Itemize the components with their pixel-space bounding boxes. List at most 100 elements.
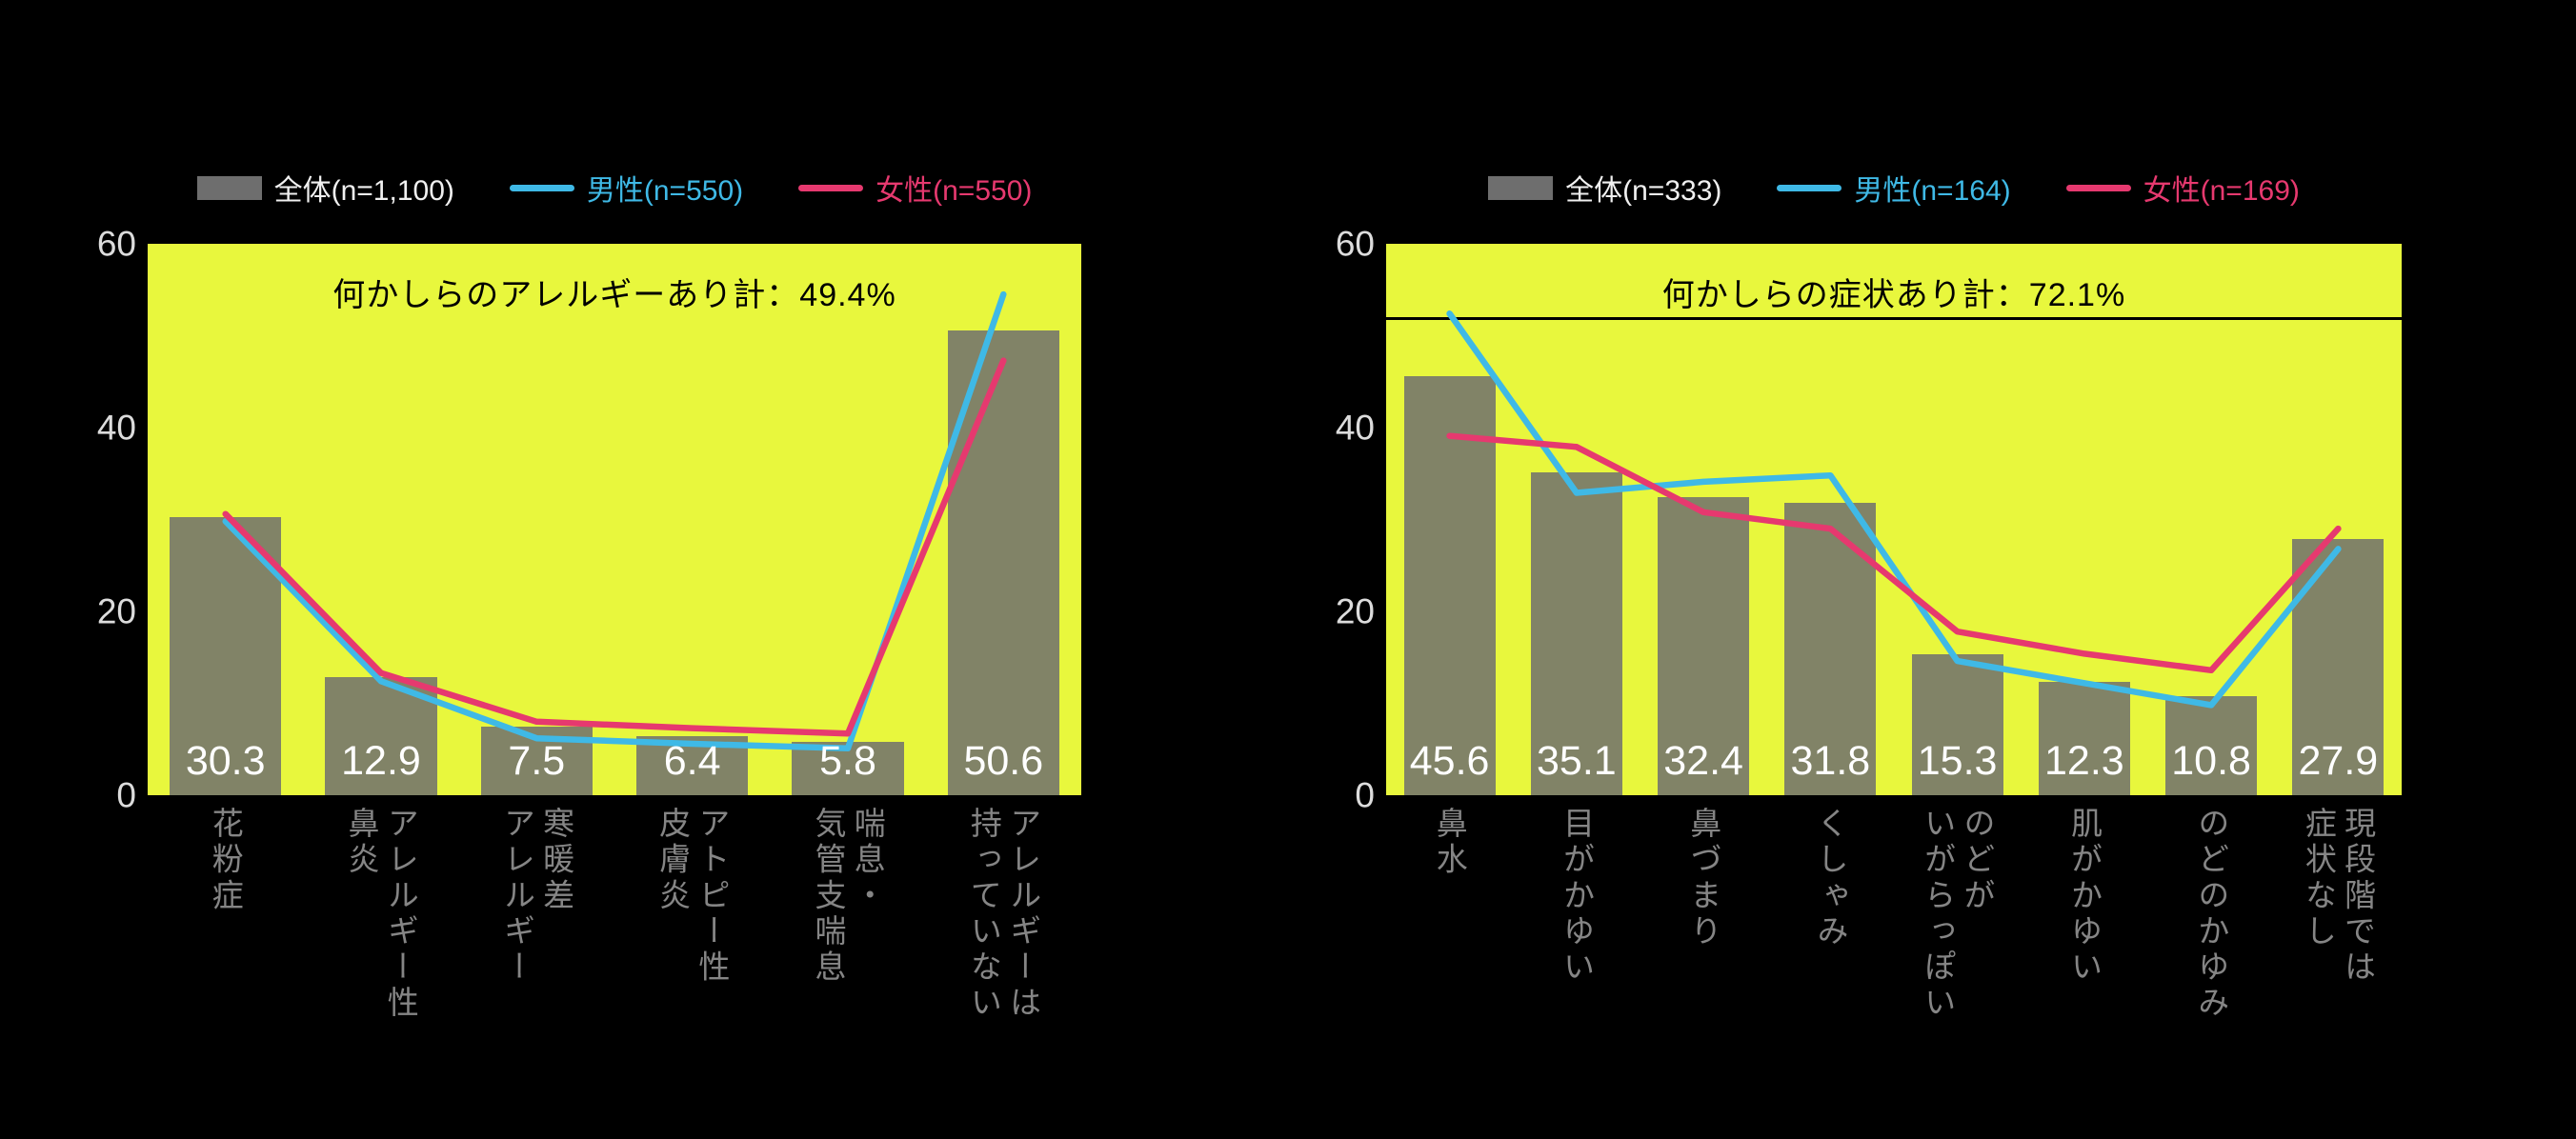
legend-label: 女性(n=550)	[875, 175, 1033, 207]
line-series-0	[1446, 310, 2342, 709]
x-axis-labels: 花粉症 アレルギー性 鼻炎 寒暖差 アレルギー アトピー性 皮膚炎 喘息・ 気管支喘息 アレルギー…	[148, 807, 1081, 1135]
legend-item-0: 全体(n=1,100)	[196, 167, 454, 209]
category-label-text: 目がかゆい	[1557, 807, 1596, 986]
legend-line-swatch	[509, 184, 574, 191]
bar-value-label: 31.8	[1790, 738, 1871, 784]
legend-label: 全体(n=333)	[1565, 175, 1722, 207]
bar-value-label: 6.4	[663, 738, 721, 784]
annotation-underline	[1386, 317, 2402, 321]
bar-labels-layer: 45.6 35.1 32.4 31.8 15.3 12.3 10.8 27.9	[1386, 244, 2402, 795]
category-label-text: アレルギーは 持っていない	[964, 807, 1043, 1022]
category-label-text: くしゃみ	[1811, 807, 1850, 949]
y-tick-label: 20	[1335, 591, 1375, 631]
bar-value-label: 7.5	[508, 738, 566, 784]
category-label-line: 目がかゆい	[1559, 807, 1595, 987]
category-label-line: 花粉症	[208, 807, 244, 914]
category-label-text: 花粉症	[206, 807, 245, 914]
legend-item-2: 女性(n=169)	[2065, 167, 2300, 209]
chart-allergy-types: 全体(n=1,100) 男性(n=550) 女性(n=550) 60 40 20 0 何か…	[52, 0, 1281, 1139]
bar-value-label: 50.6	[963, 738, 1044, 784]
category-label-line: 鼻水	[1432, 807, 1468, 879]
category-label-line: アレルギー性	[383, 807, 419, 1022]
category-label-line: 症状なし	[2301, 807, 2337, 950]
category-label-line: 皮膚炎	[654, 807, 691, 914]
bar	[1658, 497, 1750, 795]
plot-area: 何かしらのアレルギーあり計：49.4% 30.3 12.9 7.5 6.4 5.8 50.…	[148, 244, 1081, 795]
legend-line-swatch	[1777, 184, 1842, 191]
category-label: アトピー性 皮膚炎	[614, 807, 770, 1135]
legend-item-1: 男性(n=550)	[509, 167, 744, 209]
bar-value-label: 10.8	[2171, 738, 2251, 784]
category-label: 現段階では 症状なし	[2275, 807, 2402, 1135]
bar-value-label: 12.9	[341, 738, 421, 784]
y-tick-label: 0	[116, 775, 136, 815]
category-label: アレルギーは 持っていない	[926, 807, 1081, 1135]
category-label: 花粉症	[148, 807, 303, 1135]
category-label-line: のどのかゆみ	[2193, 807, 2229, 1022]
bar-labels-layer: 30.3 12.9 7.5 6.4 5.8 50.6	[148, 244, 1081, 795]
category-label: のどが いがらっぽい	[1894, 807, 2021, 1135]
legend-label: 全体(n=1,100)	[273, 175, 454, 207]
chart-symptoms: 全体(n=333) 男性(n=164) 女性(n=169) 60 40 20 0 何かしら…	[1291, 0, 2520, 1139]
category-label-text: 肌がかゆい	[2064, 807, 2103, 986]
category-label-line: くしゃみ	[1813, 807, 1848, 950]
category-label-line: 寒暖差	[538, 807, 574, 914]
bar	[1911, 654, 2003, 795]
legend: 全体(n=333) 男性(n=164) 女性(n=169)	[1386, 160, 2402, 215]
legend-label: 女性(n=169)	[2143, 175, 2300, 207]
bar-value-label: 12.3	[2044, 738, 2124, 784]
y-tick-label: 60	[96, 224, 136, 264]
category-label-line: 気管支喘息	[810, 807, 846, 987]
lines-layer	[1446, 310, 2342, 709]
category-label: くしゃみ	[1767, 807, 1894, 1135]
plot-area: 何かしらの症状あり計：72.1% 45.6 35.1 32.4 31.8 15.3 12.…	[1386, 244, 2402, 795]
category-label-line: いがらっぽい	[1920, 807, 1956, 1022]
legend-item-0: 全体(n=333)	[1488, 167, 1721, 209]
category-label-text: 喘息・ 気管支喘息	[809, 807, 888, 986]
bar	[2165, 695, 2258, 795]
legend: 全体(n=1,100) 男性(n=550) 女性(n=550)	[148, 160, 1081, 215]
bar	[1530, 472, 1622, 795]
category-label-text: のどのかゆみ	[2192, 807, 2231, 1022]
category-label: 鼻づまり	[1640, 807, 1767, 1135]
bar-value-label: 5.8	[819, 738, 876, 784]
category-label: のどのかゆみ	[2148, 807, 2275, 1135]
category-label-text: 寒暖差 アレルギー	[497, 807, 576, 986]
category-label-text: 鼻水	[1430, 807, 1469, 878]
bar-value-label: 45.6	[1409, 738, 1490, 784]
bar-value-label: 15.3	[1917, 738, 1998, 784]
legend-bar-swatch	[196, 175, 262, 200]
category-label-text: 現段階では 症状なし	[2299, 807, 2378, 986]
category-label: 寒暖差 アレルギー	[459, 807, 614, 1135]
category-label: 目がかゆい	[1513, 807, 1640, 1135]
line-series-1	[1446, 432, 2342, 674]
category-label-text: アトピー性 皮膚炎	[653, 807, 732, 986]
line-series-0	[222, 290, 1007, 752]
y-tick-label: 0	[1355, 775, 1375, 815]
category-label-text: のどが いがらっぽい	[1918, 807, 1997, 1022]
legend-bar-swatch	[1488, 175, 1554, 200]
y-axis: 60 40 20 0	[52, 227, 136, 813]
legend-item-1: 男性(n=164)	[1777, 167, 2011, 209]
category-label: 肌がかゆい	[2021, 807, 2147, 1135]
category-label-line: アトピー性	[694, 807, 730, 987]
legend-label: 男性(n=550)	[586, 175, 744, 207]
category-label: 鼻水	[1386, 807, 1513, 1135]
category-label-line: 鼻づまり	[1685, 807, 1721, 950]
lines-layer	[222, 290, 1007, 752]
y-tick-label: 40	[1335, 408, 1375, 448]
bars-layer	[1386, 244, 2402, 795]
category-label-line: 鼻炎	[343, 807, 379, 879]
bar	[2292, 538, 2385, 795]
category-label-line: 肌がかゆい	[2066, 807, 2103, 987]
bar-value-label: 27.9	[2298, 738, 2379, 784]
x-axis-labels: 鼻水 目がかゆい 鼻づまり くしゃみ のどが いがらっぽい 肌がかゆい のどのかゆみ 現段階では…	[1386, 807, 2402, 1135]
category-label-text: アレルギー性 鼻炎	[342, 807, 421, 1022]
y-tick-label: 60	[1335, 224, 1375, 264]
legend-line-swatch	[798, 184, 864, 191]
category-label-line: 現段階では	[2340, 807, 2376, 987]
bar-value-label: 32.4	[1663, 738, 1743, 784]
bar-value-label: 30.3	[185, 738, 266, 784]
category-label: 喘息・ 気管支喘息	[770, 807, 925, 1135]
annotation-total: 何かしらのアレルギーあり計：49.4%	[332, 277, 896, 313]
